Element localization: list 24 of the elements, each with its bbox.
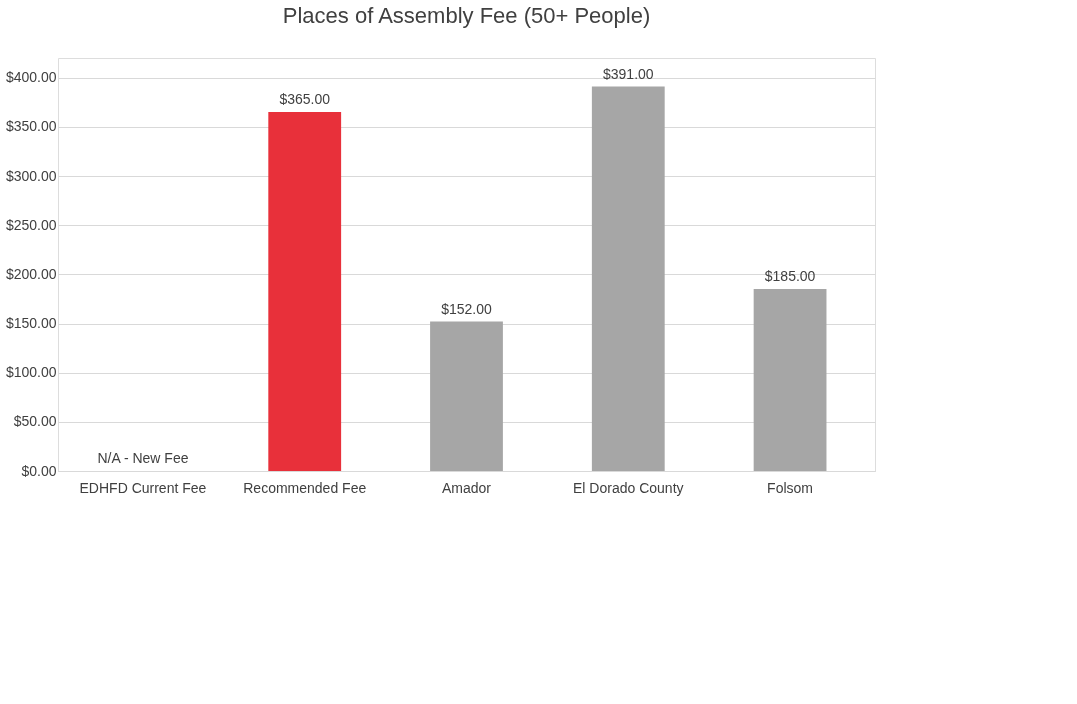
y-tick-label: $0.00 (21, 462, 57, 479)
data-label: $185.00 (764, 268, 816, 285)
x-tick-label: Recommended Fee (243, 479, 367, 496)
y-tick-label: $350.00 (5, 118, 57, 135)
data-label: $365.00 (279, 91, 331, 108)
chart-title: Places of Assembly Fee (50+ People) (282, 3, 651, 28)
data-label: N/A - New Fee (97, 450, 189, 466)
y-tick-label: $400.00 (5, 69, 57, 86)
bar (430, 321, 503, 471)
y-tick-label: $250.00 (5, 216, 57, 233)
data-label: $391.00 (602, 65, 654, 82)
data-label: $152.00 (441, 300, 493, 317)
bar (591, 86, 665, 471)
y-tick-label: $100.00 (5, 364, 57, 381)
x-tick-label: El Dorado County (573, 479, 684, 496)
y-tick-label: $50.00 (13, 413, 57, 430)
bar (268, 112, 342, 471)
y-tick-label: $300.00 (5, 167, 57, 184)
y-tick-label: $150.00 (5, 315, 57, 331)
x-tick-label: Folsom (767, 479, 814, 496)
bar (753, 289, 827, 471)
x-tick-label: Amador (441, 479, 492, 496)
y-tick-label: $200.00 (5, 265, 57, 282)
x-tick-label: EDHFD Current Fee (79, 479, 207, 496)
